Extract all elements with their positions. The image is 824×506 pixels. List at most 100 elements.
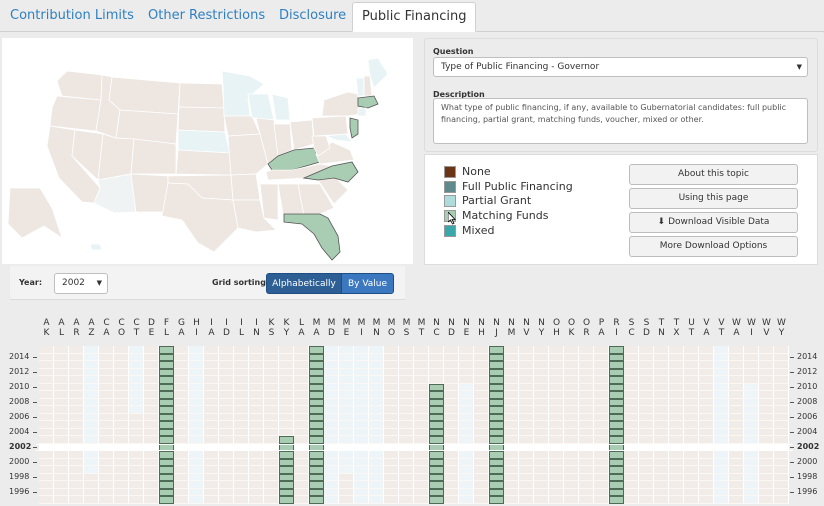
grid-cell[interactable] <box>759 368 774 376</box>
grid-cell[interactable] <box>429 398 444 406</box>
grid-cell[interactable] <box>729 406 744 414</box>
grid-cell[interactable] <box>444 391 459 399</box>
grid-cell[interactable] <box>144 406 159 414</box>
grid-cell[interactable] <box>624 368 639 376</box>
grid-cell[interactable] <box>519 473 534 481</box>
grid-cell[interactable] <box>159 466 174 474</box>
grid-cell[interactable] <box>459 451 474 459</box>
grid-cell[interactable] <box>339 376 354 384</box>
grid-cell[interactable] <box>684 353 699 361</box>
grid-cell[interactable] <box>564 481 579 489</box>
grid-cell[interactable] <box>99 391 114 399</box>
grid-cell[interactable] <box>294 421 309 429</box>
grid-cell[interactable] <box>249 436 264 444</box>
grid-cell[interactable] <box>69 473 84 481</box>
grid-cell[interactable] <box>534 346 549 354</box>
grid-cell[interactable] <box>204 346 219 354</box>
grid-cell[interactable] <box>414 406 429 414</box>
grid-cell[interactable] <box>414 481 429 489</box>
grid-cell[interactable] <box>384 413 399 421</box>
grid-cell[interactable] <box>609 458 624 466</box>
grid-cell[interactable] <box>444 376 459 384</box>
grid-cell[interactable] <box>294 398 309 406</box>
grid-cell[interactable] <box>639 346 654 354</box>
grid-cell[interactable] <box>189 451 204 459</box>
grid-cell[interactable] <box>354 436 369 444</box>
grid-cell[interactable] <box>564 413 579 421</box>
grid-cell[interactable] <box>234 466 249 474</box>
grid-cell[interactable] <box>429 361 444 369</box>
grid-cell[interactable] <box>579 413 594 421</box>
grid-cell[interactable] <box>594 481 609 489</box>
grid-cell[interactable] <box>54 436 69 444</box>
grid-cell[interactable] <box>69 353 84 361</box>
grid-cell[interactable] <box>279 406 294 414</box>
grid-cell[interactable] <box>654 398 669 406</box>
grid-cell[interactable] <box>729 421 744 429</box>
grid-cell[interactable] <box>579 428 594 436</box>
grid-cell[interactable] <box>174 451 189 459</box>
grid-cell[interactable] <box>84 413 99 421</box>
grid-cell[interactable] <box>279 353 294 361</box>
grid-cell[interactable] <box>339 398 354 406</box>
grid-cell[interactable] <box>189 398 204 406</box>
grid-cell[interactable] <box>504 436 519 444</box>
grid-cell[interactable] <box>654 436 669 444</box>
grid-cell[interactable] <box>159 361 174 369</box>
grid-cell[interactable] <box>159 413 174 421</box>
grid-cell[interactable] <box>729 353 744 361</box>
grid-cell[interactable] <box>489 413 504 421</box>
grid-cell[interactable] <box>474 421 489 429</box>
grid-cell[interactable] <box>189 391 204 399</box>
grid-cell[interactable] <box>579 458 594 466</box>
grid-cell[interactable] <box>669 436 684 444</box>
grid-cell[interactable] <box>534 496 549 504</box>
map-state-nj[interactable] <box>349 117 359 139</box>
grid-cell[interactable] <box>774 346 789 354</box>
grid-cell[interactable] <box>114 368 129 376</box>
grid-cell[interactable] <box>774 398 789 406</box>
grid-cell[interactable] <box>774 481 789 489</box>
grid-cell[interactable] <box>489 406 504 414</box>
grid-cell[interactable] <box>759 458 774 466</box>
grid-cell[interactable] <box>669 481 684 489</box>
grid-cell[interactable] <box>369 473 384 481</box>
grid-cell[interactable] <box>504 346 519 354</box>
tab-contribution-limits[interactable]: Contribution Limits <box>10 8 134 23</box>
grid-cell[interactable] <box>234 436 249 444</box>
grid-cell[interactable] <box>519 496 534 504</box>
year-label-left[interactable]: 2002 <box>9 442 32 452</box>
grid-cell[interactable] <box>699 413 714 421</box>
grid-cell[interactable] <box>234 368 249 376</box>
grid-cell[interactable] <box>369 488 384 496</box>
grid-cell[interactable] <box>609 413 624 421</box>
grid-cell[interactable] <box>369 458 384 466</box>
grid-cell[interactable] <box>504 473 519 481</box>
grid-cell[interactable] <box>474 413 489 421</box>
grid-cell[interactable] <box>99 413 114 421</box>
grid-cell[interactable] <box>594 391 609 399</box>
grid-cell[interactable] <box>54 466 69 474</box>
map-state-nd[interactable] <box>178 82 225 109</box>
grid-cell[interactable] <box>219 406 234 414</box>
grid-cell[interactable] <box>624 481 639 489</box>
grid-cell[interactable] <box>384 428 399 436</box>
grid-cell[interactable] <box>579 391 594 399</box>
grid-cell[interactable] <box>384 473 399 481</box>
grid-cell[interactable] <box>669 413 684 421</box>
grid-cell[interactable] <box>534 466 549 474</box>
grid-cell[interactable] <box>474 383 489 391</box>
grid-cell[interactable] <box>744 406 759 414</box>
grid-cell[interactable] <box>624 496 639 504</box>
grid-cell[interactable] <box>534 361 549 369</box>
grid-cell[interactable] <box>594 413 609 421</box>
grid-cell[interactable] <box>609 473 624 481</box>
grid-cell[interactable] <box>174 383 189 391</box>
grid-cell[interactable] <box>639 391 654 399</box>
grid-cell[interactable] <box>339 466 354 474</box>
